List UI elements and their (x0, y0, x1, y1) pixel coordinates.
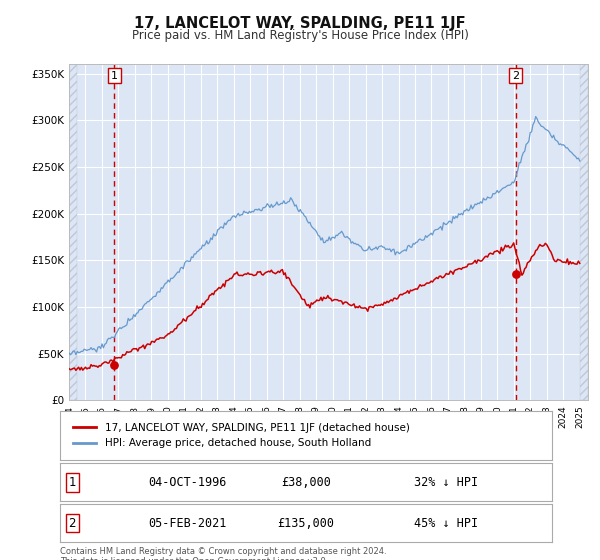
Text: 04-OCT-1996: 04-OCT-1996 (149, 475, 227, 489)
Text: 2: 2 (512, 71, 519, 81)
Text: 05-FEB-2021: 05-FEB-2021 (149, 516, 227, 530)
Text: 1: 1 (68, 475, 76, 489)
Text: 2: 2 (68, 516, 76, 530)
Point (511, 270, 520, 279)
Point (110, 361, 119, 370)
Legend: 17, LANCELOT WAY, SPALDING, PE11 1JF (detached house), HPI: Average price, detac: 17, LANCELOT WAY, SPALDING, PE11 1JF (de… (70, 420, 413, 451)
Text: 45% ↓ HPI: 45% ↓ HPI (414, 516, 478, 530)
Text: 32% ↓ HPI: 32% ↓ HPI (414, 475, 478, 489)
Text: Contains HM Land Registry data © Crown copyright and database right 2024.
This d: Contains HM Land Registry data © Crown c… (60, 547, 386, 560)
Text: £38,000: £38,000 (281, 475, 331, 489)
Text: 1: 1 (111, 71, 118, 81)
Text: 17, LANCELOT WAY, SPALDING, PE11 1JF: 17, LANCELOT WAY, SPALDING, PE11 1JF (134, 16, 466, 31)
Text: £135,000: £135,000 (277, 516, 335, 530)
Text: Price paid vs. HM Land Registry's House Price Index (HPI): Price paid vs. HM Land Registry's House … (131, 29, 469, 42)
